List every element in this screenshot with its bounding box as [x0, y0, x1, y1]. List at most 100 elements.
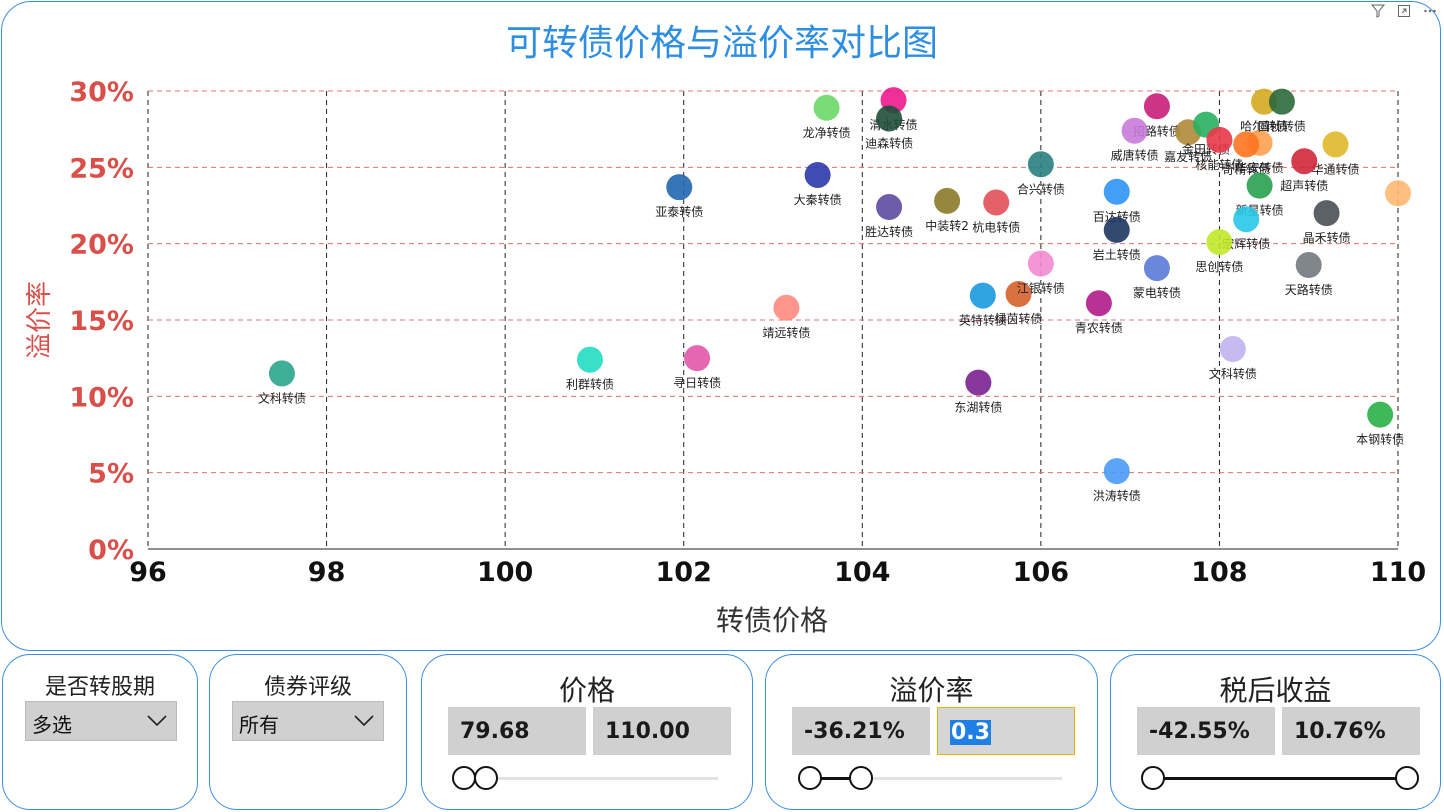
scatter-point[interactable]: [1027, 151, 1054, 178]
point-label: 华安转债: [1236, 160, 1284, 175]
yield-slider-min-handle[interactable]: [1141, 766, 1165, 790]
point-label: 威唐转债: [1111, 148, 1159, 163]
scatter-point[interactable]: [1103, 178, 1130, 205]
chevron-down-icon: [147, 715, 167, 727]
scatter-point[interactable]: [1313, 200, 1340, 227]
after-tax-yield-slicer: 税后收益 -42.55% 10.76%: [1110, 654, 1441, 810]
chart-title: 可转债价格与溢价率对比图: [505, 23, 938, 64]
scatter-point[interactable]: [804, 161, 831, 188]
x-tick-label: 96: [129, 557, 167, 588]
yield-slider-max-handle[interactable]: [1395, 766, 1419, 790]
range-max-value: 0.3: [950, 720, 991, 745]
point-label: 杭电转债: [972, 219, 1020, 234]
y-tick-label: 15%: [69, 306, 134, 337]
scatter-chart: 96 98 100 102 104 106 108 110 0% 5% 10% 15% 20% 25% 30…: [25, 77, 1426, 637]
slicer-title: 溢价率: [889, 674, 974, 707]
y-tick-label: 0%: [88, 535, 134, 566]
scatter-point[interactable]: [1291, 148, 1318, 175]
point-label: 华通转债: [1311, 161, 1359, 176]
slicer-title: 税后收益: [1219, 674, 1332, 707]
filter-icon[interactable]: [1370, 4, 1386, 22]
price-max-input[interactable]: 110.00: [593, 707, 731, 755]
scatter-point[interactable]: [1246, 172, 1273, 199]
scatter-point[interactable]: [813, 94, 840, 121]
yield-slider-fill: [1155, 777, 1407, 780]
premium-slicer: 溢价率 -36.21% 0.3: [765, 654, 1098, 810]
y-tick-label: 30%: [69, 77, 134, 108]
point-label: 文科转债: [1209, 366, 1257, 381]
scatter-point[interactable]: [1233, 131, 1260, 158]
y-tick-label: 10%: [69, 382, 134, 413]
scatter-point[interactable]: [1295, 252, 1322, 279]
scatter-point[interactable]: [1005, 281, 1032, 308]
point-label: 青农转债: [1075, 320, 1123, 335]
rating-slicer: 债券评级 所有: [209, 654, 407, 810]
scatter-point[interactable]: [1268, 88, 1295, 115]
price-min-input[interactable]: 79.68: [448, 707, 586, 755]
scatter-point[interactable]: [965, 369, 992, 396]
scatter-point[interactable]: [1143, 93, 1170, 120]
premium-max-input[interactable]: 0.3: [937, 707, 1075, 755]
premium-slider-track[interactable]: [810, 777, 1062, 780]
yield-min-input[interactable]: -42.55%: [1137, 707, 1275, 755]
dropdown-value: 所有: [239, 713, 279, 737]
scatter-point[interactable]: [268, 360, 295, 387]
point-label: 大秦转债: [794, 192, 842, 207]
scatter-point[interactable]: [1121, 117, 1148, 144]
scatter-point[interactable]: [1085, 290, 1112, 317]
scatter-point[interactable]: [1103, 458, 1130, 485]
point-label: 江银转债: [1017, 281, 1065, 296]
x-tick-label: 106: [1013, 557, 1069, 588]
premium-slider-max-handle[interactable]: [849, 766, 873, 790]
point-label: 文科转债: [258, 390, 306, 405]
x-tick-label: 110: [1370, 557, 1426, 588]
conversion-period-dropdown[interactable]: 多选: [25, 701, 177, 741]
scatter-point[interactable]: [773, 294, 800, 321]
visual-header-icons: [1370, 4, 1438, 22]
scatter-point[interactable]: [1251, 88, 1278, 115]
scatter-point[interactable]: [1206, 126, 1233, 153]
point-label: 核能转债: [1195, 157, 1243, 172]
point-label: 胜达转债: [865, 224, 913, 239]
point-label: 英特转债: [959, 313, 1007, 328]
premium-min-input[interactable]: -36.21%: [792, 707, 930, 755]
x-tick-label: 100: [477, 557, 533, 588]
point-label: 晶禾转债: [1303, 230, 1351, 245]
range-max-value: 110.00: [605, 719, 690, 744]
chevron-down-icon: [354, 715, 374, 727]
scatter-point[interactable]: [1367, 401, 1394, 428]
scatter-point[interactable]: [969, 282, 996, 309]
scatter-point[interactable]: [1027, 250, 1054, 277]
scatter-point[interactable]: [1233, 206, 1260, 233]
more-options-icon[interactable]: [1422, 4, 1438, 22]
chart-card: [1, 1, 1441, 651]
slicer-title: 是否转股期: [44, 675, 155, 700]
scatter-point[interactable]: [934, 187, 961, 214]
scatter-point[interactable]: [576, 346, 603, 373]
scatter-point[interactable]: [1206, 229, 1233, 256]
scatter-point[interactable]: [666, 174, 693, 201]
scatter-point[interactable]: [684, 345, 711, 372]
slicer-title: 债券评级: [263, 675, 352, 700]
rating-dropdown[interactable]: 所有: [232, 701, 384, 741]
price-slider-track[interactable]: [466, 777, 718, 780]
point-label: 本钢转债: [1356, 432, 1404, 447]
scatter-point[interactable]: [1385, 180, 1411, 207]
scatter-point[interactable]: [1219, 336, 1246, 363]
point-label: 利群转债: [566, 377, 614, 392]
point-label: 洪涛转债: [1093, 488, 1141, 503]
scatter-point[interactable]: [1103, 216, 1130, 243]
yield-max-input[interactable]: 10.76%: [1282, 707, 1420, 755]
premium-slider-min-handle[interactable]: [798, 766, 822, 790]
scatter-point[interactable]: [876, 105, 903, 132]
scatter-point[interactable]: [876, 194, 903, 221]
y-axis-label: 溢价率: [25, 281, 55, 359]
dropdown-value: 多选: [32, 713, 72, 737]
price-slider-min-handle[interactable]: [452, 766, 476, 790]
price-slider-max-handle[interactable]: [474, 766, 498, 790]
focus-mode-icon[interactable]: [1396, 4, 1412, 22]
scatter-point[interactable]: [1322, 131, 1349, 158]
scatter-point[interactable]: [1143, 255, 1170, 282]
scatter-point[interactable]: [983, 189, 1010, 216]
range-min-value: -36.21%: [804, 719, 905, 744]
